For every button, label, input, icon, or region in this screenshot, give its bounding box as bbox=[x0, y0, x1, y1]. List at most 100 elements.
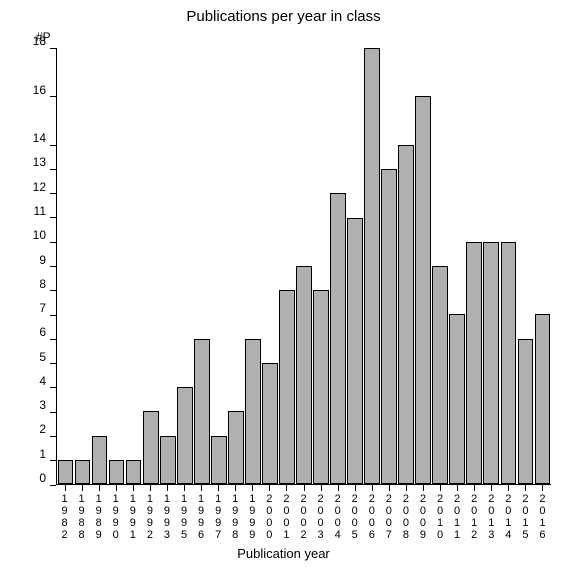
x-tick-label: 1 9 9 1 bbox=[128, 493, 138, 541]
bar-slot bbox=[295, 48, 312, 484]
publications-chart: Publications per year in class #P 012345… bbox=[0, 0, 567, 567]
y-tick-label: 0 bbox=[39, 471, 46, 485]
bars-container bbox=[57, 48, 551, 484]
bar bbox=[245, 339, 261, 484]
x-tick-label: 2 0 0 5 bbox=[350, 493, 360, 541]
x-tick bbox=[321, 485, 322, 491]
bar-slot bbox=[398, 48, 415, 484]
x-tick bbox=[235, 485, 236, 491]
x-tick bbox=[525, 485, 526, 491]
bar bbox=[398, 145, 414, 484]
x-tick bbox=[65, 485, 66, 491]
bar bbox=[518, 339, 534, 484]
x-tick-label: 2 0 0 8 bbox=[401, 493, 411, 541]
x-tick bbox=[304, 485, 305, 491]
x-tick bbox=[218, 485, 219, 491]
x-tick-label: 1 9 9 9 bbox=[247, 493, 257, 541]
x-tick bbox=[457, 485, 458, 491]
y-tick-label: 9 bbox=[39, 253, 46, 267]
bar bbox=[279, 290, 295, 484]
bar-slot bbox=[108, 48, 125, 484]
x-tick bbox=[150, 485, 151, 491]
x-tick-label: 2 0 1 5 bbox=[520, 493, 530, 541]
x-tick bbox=[82, 485, 83, 491]
bar-slot bbox=[210, 48, 227, 484]
x-tick bbox=[201, 485, 202, 491]
bar-slot bbox=[466, 48, 483, 484]
x-tick-label: 2 0 0 4 bbox=[333, 493, 343, 541]
bar bbox=[296, 266, 312, 484]
bar-slot bbox=[142, 48, 159, 484]
bar bbox=[92, 436, 108, 484]
y-tick-label: 4 bbox=[39, 374, 46, 388]
bar bbox=[449, 314, 465, 484]
y-tick-label: 2 bbox=[39, 422, 46, 436]
bar-slot bbox=[312, 48, 329, 484]
x-tick bbox=[133, 485, 134, 491]
x-tick bbox=[116, 485, 117, 491]
bar bbox=[313, 290, 329, 484]
bar bbox=[211, 436, 227, 484]
x-tick bbox=[474, 485, 475, 491]
x-tick-label: 2 0 0 2 bbox=[299, 493, 309, 541]
x-tick-label: 2 0 1 3 bbox=[486, 493, 496, 541]
x-tick bbox=[542, 485, 543, 491]
y-tick-label: 14 bbox=[33, 131, 46, 145]
y-tick-label: 10 bbox=[33, 228, 46, 242]
y-tick-label: 18 bbox=[33, 34, 46, 48]
x-tick bbox=[269, 485, 270, 491]
bar-slot bbox=[261, 48, 278, 484]
bar-slot bbox=[517, 48, 534, 484]
y-tick-label: 5 bbox=[39, 350, 46, 364]
x-tick bbox=[389, 485, 390, 491]
bar bbox=[177, 387, 193, 484]
bar-slot bbox=[57, 48, 74, 484]
bar bbox=[262, 363, 278, 484]
bar bbox=[381, 169, 397, 484]
bar-slot bbox=[91, 48, 108, 484]
bar bbox=[432, 266, 448, 484]
x-tick-label: 1 9 9 2 bbox=[145, 493, 155, 541]
x-tick bbox=[99, 485, 100, 491]
x-tick bbox=[406, 485, 407, 491]
bar bbox=[160, 436, 176, 484]
bar-slot bbox=[449, 48, 466, 484]
bar bbox=[483, 242, 499, 484]
bar-slot bbox=[74, 48, 91, 484]
bar bbox=[58, 460, 74, 484]
plot-area bbox=[56, 48, 551, 485]
x-tick-label: 2 0 0 7 bbox=[384, 493, 394, 541]
x-tick-label: 1 9 8 2 bbox=[60, 493, 70, 541]
y-tick-label: 13 bbox=[33, 155, 46, 169]
x-tick bbox=[423, 485, 424, 491]
bar bbox=[330, 193, 346, 484]
x-tick-label: 1 9 9 8 bbox=[230, 493, 240, 541]
x-tick bbox=[355, 485, 356, 491]
y-tick-label: 7 bbox=[39, 301, 46, 315]
bar bbox=[501, 242, 517, 484]
bar-slot bbox=[278, 48, 295, 484]
bar bbox=[347, 218, 363, 484]
x-tick bbox=[508, 485, 509, 491]
bar-slot bbox=[193, 48, 210, 484]
y-tick-label: 11 bbox=[34, 204, 46, 218]
bar-slot bbox=[125, 48, 142, 484]
bar-slot bbox=[381, 48, 398, 484]
bar-slot bbox=[244, 48, 261, 484]
bar-slot bbox=[159, 48, 176, 484]
x-tick bbox=[167, 485, 168, 491]
x-tick-label: 1 9 9 3 bbox=[162, 493, 172, 541]
x-tick-label: 1 9 9 5 bbox=[179, 493, 189, 541]
y-tick-label: 3 bbox=[39, 398, 46, 412]
bar-slot bbox=[364, 48, 381, 484]
bar bbox=[415, 96, 431, 484]
bar-slot bbox=[227, 48, 244, 484]
y-tick-label: 16 bbox=[33, 83, 46, 97]
bar-slot bbox=[534, 48, 551, 484]
x-tick-label: 1 9 9 0 bbox=[111, 493, 121, 541]
bar bbox=[466, 242, 482, 484]
bar-slot bbox=[415, 48, 432, 484]
x-axis-label: Publication year bbox=[0, 546, 567, 561]
x-tick bbox=[286, 485, 287, 491]
bar bbox=[143, 411, 159, 484]
